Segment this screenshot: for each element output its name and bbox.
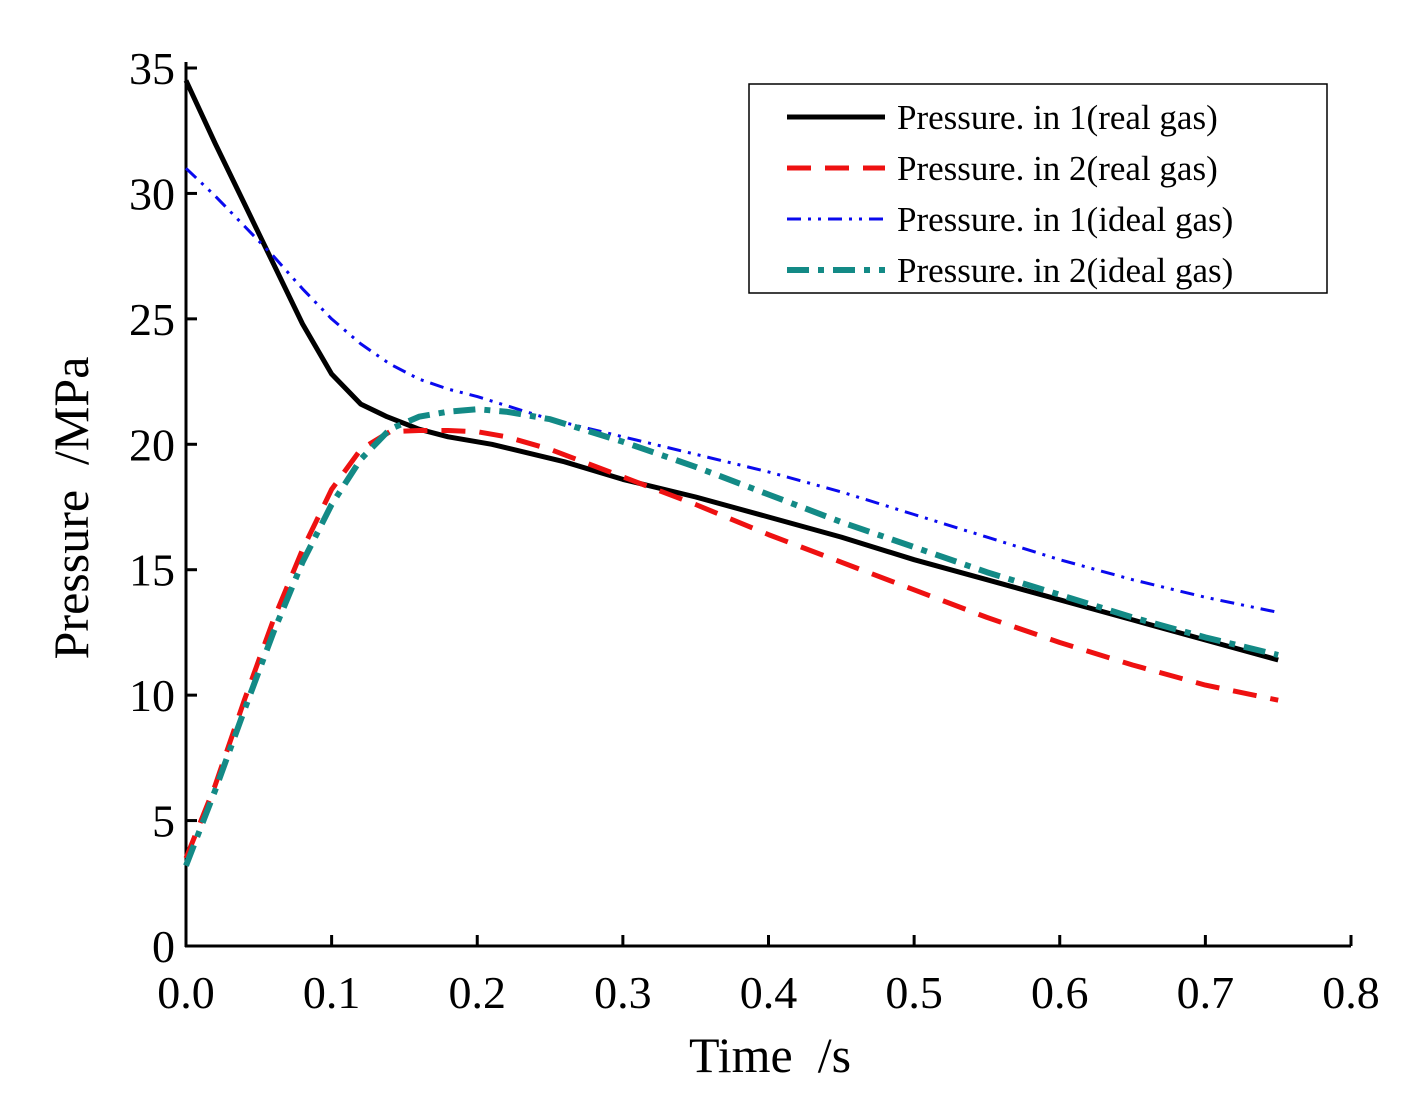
x-tick-label: 0.8 xyxy=(1322,967,1380,1018)
x-axis-title: Time /s xyxy=(689,1027,851,1083)
legend-label-4: Pressure. in 2(ideal gas) xyxy=(897,251,1233,290)
y-tick-label: 30 xyxy=(129,168,175,219)
y-axis-title: Pressure /MPa xyxy=(43,357,99,660)
legend-label-1: Pressure. in 1(real gas) xyxy=(897,98,1218,137)
axes: 0.0 0.1 0.2 0.3 0.4 0.5 0.6 0.7 0.8 0 5 10 15 20 25 30… xyxy=(129,43,1380,1018)
legend: Pressure. in 1(real gas) Pressure. in 2(r… xyxy=(748,83,1328,294)
series-line-2 xyxy=(183,428,1279,860)
y-tick-label: 10 xyxy=(129,670,175,721)
x-tick-label: 0.5 xyxy=(885,967,943,1018)
x-tick-label: 0.6 xyxy=(1031,967,1089,1018)
y-tick-label: 35 xyxy=(129,43,175,94)
x-ticks: 0.0 0.1 0.2 0.3 0.4 0.5 0.6 0.7 0.8 xyxy=(157,935,1380,1018)
series-line-3 xyxy=(184,167,1279,614)
x-tick-label: 0.4 xyxy=(740,967,798,1018)
x-tick-label: 0.2 xyxy=(449,967,507,1018)
y-tick-label: 15 xyxy=(129,545,175,596)
y-tick-label: 25 xyxy=(129,294,175,345)
y-ticks: 0 5 10 15 20 25 30 35 xyxy=(129,43,197,972)
series-line-1 xyxy=(183,79,1279,663)
x-tick-label: 0.3 xyxy=(594,967,652,1018)
x-tick-label: 0.0 xyxy=(157,967,215,1018)
series-line-4 xyxy=(183,406,1279,867)
series-layer xyxy=(183,79,1279,867)
legend-label-2: Pressure. in 2(real gas) xyxy=(897,149,1218,188)
legend-label-3: Pressure. in 1(ideal gas) xyxy=(897,200,1233,239)
y-tick-label: 20 xyxy=(129,419,175,470)
y-tick-label: 5 xyxy=(152,796,175,847)
legend-box xyxy=(748,83,1328,294)
y-tick-label: 0 xyxy=(152,921,175,972)
x-tick-label: 0.7 xyxy=(1177,967,1235,1018)
x-tick-label: 0.1 xyxy=(303,967,361,1018)
